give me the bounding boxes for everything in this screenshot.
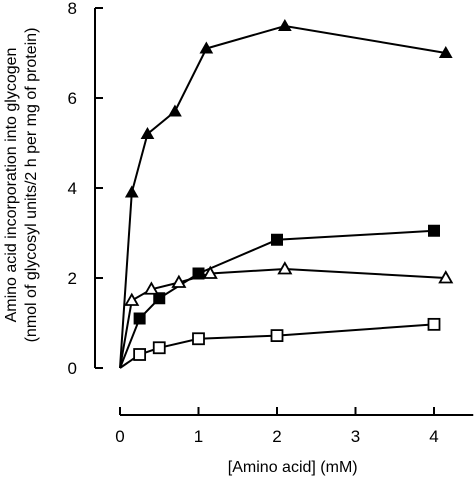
data-point — [143, 281, 159, 295]
data-point — [124, 185, 139, 198]
data-point — [168, 104, 182, 117]
data-point — [438, 45, 453, 58]
series-open-triangle — [119, 261, 454, 369]
series-line — [119, 24, 446, 369]
axes — [94, 8, 474, 416]
series-line — [119, 267, 446, 369]
data-point — [133, 348, 147, 361]
data-point — [152, 341, 166, 355]
series-open-square — [119, 317, 441, 369]
y-axis-label-line1: Amino acid incorporation into glycogen — [3, 48, 20, 323]
ticks: 0 2 4 6 8 0 1 2 3 4 — [68, 0, 439, 446]
data-point — [438, 270, 454, 284]
y-tick-label: 8 — [68, 0, 77, 18]
y-axis-label: Amino acid incorporation into glycogen (… — [3, 28, 40, 343]
data-point — [270, 329, 284, 343]
data-point — [192, 332, 205, 346]
x-tick-label: 2 — [272, 427, 281, 446]
data-point — [124, 292, 140, 306]
data-point — [428, 224, 440, 237]
y-tick-label: 2 — [68, 269, 77, 288]
data-point — [140, 126, 155, 139]
data-point — [277, 261, 293, 275]
x-axis-label: [Amino acid] (mM) — [228, 459, 358, 476]
data-point — [171, 274, 187, 288]
data-point — [202, 265, 218, 279]
y-axis-label-line2: (nmol of glycosyl units/2 h per mg of pr… — [23, 28, 40, 343]
x-tick-label: 3 — [351, 427, 360, 446]
x-tick-label: 4 — [429, 427, 438, 446]
series-line — [119, 229, 435, 369]
data-point — [133, 312, 146, 325]
series-filled-triangle — [119, 18, 453, 369]
data-point — [192, 267, 205, 280]
data-point — [271, 233, 283, 246]
data-point — [277, 18, 292, 31]
y-tick-label: 0 — [68, 359, 77, 378]
x-tick-label: 0 — [115, 427, 124, 446]
series-layer — [119, 18, 454, 369]
data-point — [153, 292, 166, 305]
data-point — [199, 41, 214, 54]
y-tick-label: 4 — [68, 179, 77, 198]
y-tick-label: 6 — [68, 89, 77, 108]
x-tick-label: 1 — [194, 427, 203, 446]
data-point — [427, 317, 441, 331]
